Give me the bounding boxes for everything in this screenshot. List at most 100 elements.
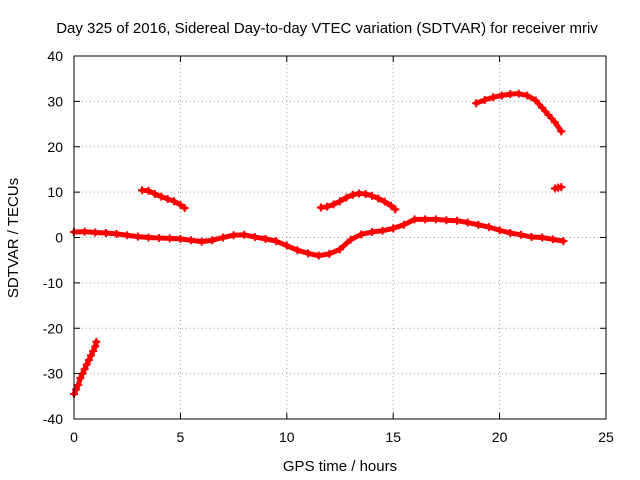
data-point [329, 200, 338, 209]
data-point [282, 241, 291, 250]
data-point [506, 90, 515, 99]
data-point [170, 197, 179, 206]
data-point [489, 93, 498, 102]
data-point [208, 236, 217, 245]
y-tick-label: -40 [43, 411, 63, 427]
series-3 [316, 189, 400, 214]
data-point [304, 249, 313, 258]
series-2 [138, 186, 189, 213]
data-point [391, 205, 400, 214]
x-tick-label: 10 [279, 429, 295, 445]
data-point [531, 96, 540, 105]
data-point [442, 216, 451, 225]
data-point [538, 103, 547, 112]
data-point [82, 360, 91, 369]
data-point [176, 234, 185, 243]
data-point [421, 215, 430, 224]
data-point [550, 118, 559, 127]
data-point [218, 233, 227, 242]
data-point [474, 220, 483, 229]
data-point [367, 191, 376, 200]
series-1 [70, 215, 568, 260]
data-point [101, 228, 110, 237]
y-tick-label: 0 [55, 230, 63, 246]
axis-ticks: 0 5 10 15 20 25 -40 -30 -20 -10 0 10 20 30 40 [43, 48, 614, 445]
data-point [91, 228, 100, 237]
data-point [480, 96, 489, 105]
data-point [357, 230, 366, 239]
y-tick-label: -20 [43, 320, 63, 336]
data-point [323, 202, 332, 211]
data-point [72, 385, 81, 394]
data-point [84, 356, 93, 365]
data-point [133, 232, 142, 241]
data-point [463, 218, 472, 227]
data-point [87, 351, 96, 360]
data-point [389, 224, 398, 233]
data-point [187, 236, 196, 245]
data-point [150, 189, 159, 198]
data-point [180, 204, 189, 213]
data-point [410, 215, 419, 224]
data-point [380, 197, 389, 206]
data-point [374, 194, 383, 203]
x-tick-label: 15 [385, 429, 401, 445]
data-point [76, 374, 85, 383]
y-axis-label: SDTVAR / TECUs [5, 178, 22, 298]
series-0 [70, 337, 101, 399]
data-point [123, 231, 132, 240]
data-point [112, 229, 121, 238]
data-point [453, 216, 462, 225]
data-point [261, 234, 270, 243]
data-point [523, 91, 532, 100]
data-point [367, 228, 376, 237]
data-point [92, 337, 101, 346]
data-point [163, 194, 172, 203]
data-point [80, 365, 89, 374]
data-point [176, 200, 185, 209]
data-point [557, 127, 566, 136]
data-point [144, 233, 153, 242]
y-tick-label: 10 [47, 184, 63, 200]
data-point [472, 99, 481, 108]
data-point [495, 226, 504, 235]
data-point [165, 234, 174, 243]
data-point [548, 235, 557, 244]
data-point [431, 215, 440, 224]
x-axis-label: GPS time / hours [283, 458, 397, 475]
y-tick-label: -10 [43, 275, 63, 291]
data-point [361, 189, 370, 198]
data-point [348, 190, 357, 199]
chart-title: Day 325 of 2016, Sidereal Day-to-day VTE… [56, 20, 598, 37]
data-point [387, 201, 396, 210]
data-point [484, 223, 493, 232]
data-point [497, 91, 506, 100]
data-point [325, 249, 334, 258]
data-point [346, 235, 355, 244]
x-tick-label: 0 [70, 429, 78, 445]
data-point [559, 237, 568, 246]
x-tick-label: 5 [177, 429, 185, 445]
data-point [516, 230, 525, 239]
data-point [155, 233, 164, 242]
data-point [80, 227, 89, 236]
y-tick-label: 40 [47, 48, 63, 64]
data-point [157, 192, 166, 201]
data-point [293, 246, 302, 255]
data-point [336, 197, 344, 206]
data-points [70, 89, 568, 399]
x-tick-label: 20 [492, 429, 508, 445]
data-point [229, 231, 238, 240]
data-point [144, 186, 153, 195]
y-tick-label: 30 [47, 93, 63, 109]
data-point [557, 183, 566, 192]
data-point [538, 233, 547, 242]
data-point [514, 89, 523, 98]
data-point [378, 226, 387, 235]
y-tick-label: -30 [43, 366, 63, 382]
data-point [197, 237, 206, 246]
data-point [89, 346, 98, 355]
data-point [399, 220, 408, 229]
series-4 [472, 89, 566, 136]
